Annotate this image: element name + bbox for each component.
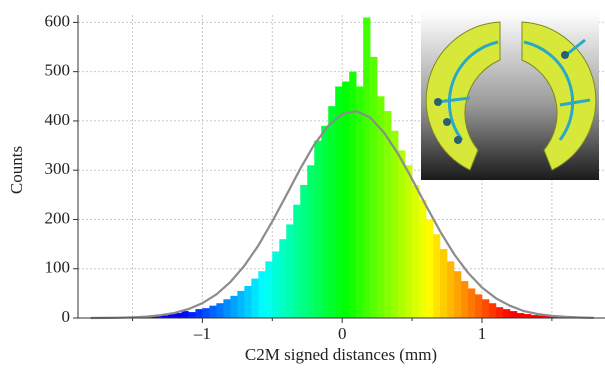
y-tick-label: 500 xyxy=(45,61,71,80)
histogram-bar xyxy=(279,239,286,318)
histogram-bar xyxy=(447,261,454,318)
histogram-bar xyxy=(370,57,377,318)
page: {"chart_data": { "type": "histogram", "x… xyxy=(0,0,605,374)
chart: 0 100 200 300 400 500 600 –1 0 1 C2M signed dista… xyxy=(0,0,605,374)
histogram-bar xyxy=(258,271,265,318)
histogram-bar xyxy=(300,185,307,318)
histogram-bar xyxy=(363,17,370,318)
histogram-bar xyxy=(426,219,433,318)
histogram-bar xyxy=(209,306,216,318)
histogram-bar xyxy=(307,165,314,318)
histogram-bar xyxy=(440,249,447,318)
histogram-bar xyxy=(328,106,335,318)
x-axis-label: C2M signed distances (mm) xyxy=(245,345,437,364)
histogram-bar xyxy=(230,296,237,318)
x-tick-label: 0 xyxy=(338,324,347,343)
histogram-bar xyxy=(237,291,244,318)
histogram-bar xyxy=(391,131,398,318)
histogram-bar xyxy=(174,313,181,318)
histogram-bar xyxy=(293,205,300,318)
histogram-bar xyxy=(342,82,349,318)
histogram-bar xyxy=(356,86,363,318)
y-axis-label: Counts xyxy=(7,146,26,194)
inset-image xyxy=(421,12,599,180)
histogram-bar xyxy=(181,311,188,318)
histogram-bar xyxy=(265,261,272,318)
histogram-bar xyxy=(195,309,202,318)
histogram-bar xyxy=(433,234,440,318)
histogram-bar xyxy=(244,286,251,318)
histogram-bar xyxy=(419,200,426,318)
y-tick-label: 600 xyxy=(45,11,71,30)
histogram-bar xyxy=(510,311,517,318)
histogram-bar xyxy=(517,313,524,318)
y-tick-label: 200 xyxy=(45,208,71,227)
histogram-bar xyxy=(475,294,482,318)
histogram-bar xyxy=(286,224,293,318)
histogram-bar xyxy=(489,303,496,318)
histogram-bar xyxy=(202,308,209,318)
histogram-bar xyxy=(321,126,328,318)
y-tick-label: 0 xyxy=(62,307,71,326)
histogram-bar xyxy=(454,271,461,318)
histogram-bar xyxy=(335,86,342,318)
histogram-bar xyxy=(412,185,419,318)
x-tick-label: 1 xyxy=(478,324,487,343)
y-tick-label: 300 xyxy=(45,159,71,178)
histogram-bar xyxy=(314,141,321,318)
histogram-bar xyxy=(482,299,489,318)
histogram-bar xyxy=(524,314,531,318)
y-tick-label: 400 xyxy=(45,110,71,129)
histogram-bar xyxy=(405,165,412,318)
y-tick-label: 100 xyxy=(45,258,71,277)
histogram-bar xyxy=(398,150,405,318)
histogram-bar xyxy=(251,279,258,318)
histogram-bar xyxy=(188,312,195,318)
histogram-bar xyxy=(349,72,356,318)
histogram-bar xyxy=(496,307,503,318)
histogram-bar xyxy=(503,309,510,318)
histogram-bar xyxy=(272,251,279,318)
histogram-bar xyxy=(216,303,223,318)
histogram-bar xyxy=(461,281,468,318)
histogram-bar xyxy=(223,299,230,318)
x-tick-label: –1 xyxy=(193,324,211,343)
histogram-bar xyxy=(468,288,475,318)
